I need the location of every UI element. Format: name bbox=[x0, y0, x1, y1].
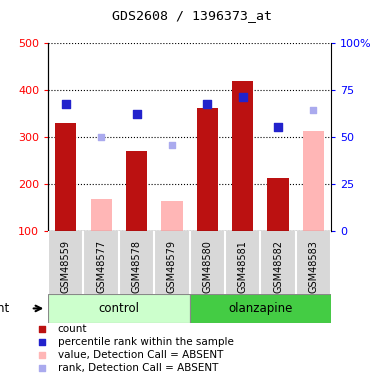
Text: GSM48578: GSM48578 bbox=[132, 240, 142, 293]
Bar bbox=[190, 294, 331, 322]
Point bbox=[310, 106, 316, 112]
Bar bbox=[268, 178, 289, 231]
Text: agent: agent bbox=[0, 302, 10, 315]
Point bbox=[98, 134, 104, 140]
Point bbox=[63, 101, 69, 107]
Text: percentile rank within the sample: percentile rank within the sample bbox=[58, 337, 234, 347]
Point bbox=[38, 339, 45, 345]
Point bbox=[204, 101, 210, 107]
Text: GSM48579: GSM48579 bbox=[167, 240, 177, 293]
Text: olanzapine: olanzapine bbox=[228, 302, 293, 315]
Point bbox=[275, 124, 281, 130]
Point bbox=[38, 326, 45, 332]
Text: GSM48581: GSM48581 bbox=[238, 240, 248, 293]
Point bbox=[239, 94, 246, 100]
Text: GDS2608 / 1396373_at: GDS2608 / 1396373_at bbox=[112, 9, 273, 22]
Bar bbox=[48, 294, 190, 322]
Text: value, Detection Call = ABSENT: value, Detection Call = ABSENT bbox=[58, 350, 223, 360]
Point bbox=[38, 352, 45, 358]
Text: GSM48577: GSM48577 bbox=[96, 240, 106, 293]
Bar bbox=[161, 201, 182, 231]
Bar bbox=[197, 108, 218, 231]
Point bbox=[169, 142, 175, 148]
Point bbox=[134, 111, 140, 117]
Text: GSM48583: GSM48583 bbox=[308, 240, 318, 293]
Bar bbox=[90, 199, 112, 231]
Bar bbox=[126, 151, 147, 231]
Point bbox=[38, 365, 45, 371]
Text: GSM48582: GSM48582 bbox=[273, 240, 283, 293]
Bar bbox=[55, 123, 76, 231]
Text: control: control bbox=[99, 302, 139, 315]
Text: GSM48580: GSM48580 bbox=[202, 240, 212, 293]
Bar bbox=[232, 81, 253, 231]
Bar bbox=[303, 131, 324, 231]
Text: GSM48559: GSM48559 bbox=[61, 240, 71, 293]
Text: rank, Detection Call = ABSENT: rank, Detection Call = ABSENT bbox=[58, 363, 218, 374]
Text: count: count bbox=[58, 324, 87, 334]
